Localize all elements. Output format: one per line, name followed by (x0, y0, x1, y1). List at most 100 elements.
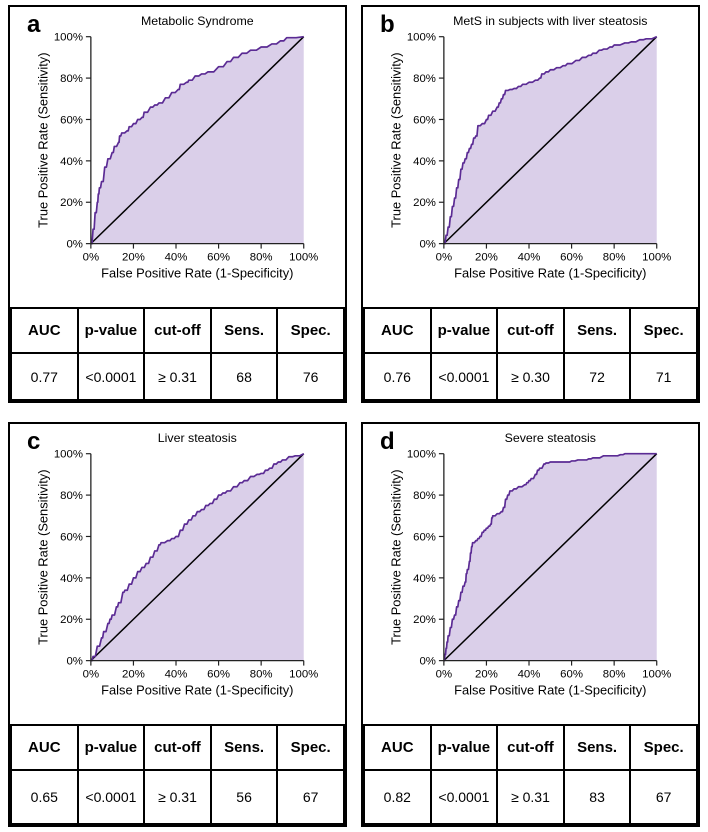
y-axis-label: True Positive Rate (Sensitivity) (35, 53, 50, 228)
x-tick-label: 40% (165, 668, 188, 680)
y-tick-label: 20% (413, 614, 436, 626)
stats-table-d: AUC p-value cut-off Sens. Spec. 0.82 <0.… (363, 724, 698, 825)
y-tick-label: 0% (419, 656, 435, 668)
panel-c: c 0% 0% 20% 20% 40% 40% 60% 60% 80% 80% 100% 100% Li… (8, 422, 347, 827)
col-header-sens: Sens. (562, 724, 632, 771)
y-tick-label: 20% (60, 197, 83, 209)
y-tick-label: 80% (60, 490, 83, 502)
spec-value: 76 (276, 352, 345, 401)
y-tick-label: 40% (413, 156, 436, 168)
chart-title: Liver steatosis (158, 431, 237, 445)
y-tick-label: 40% (413, 573, 436, 585)
reference-diagonal-line (90, 36, 305, 245)
sens-value: 83 (562, 769, 632, 825)
x-tick-label: 40% (518, 668, 541, 680)
col-header-auc: AUC (363, 724, 432, 771)
pvalue-value: <0.0001 (76, 352, 146, 401)
cutoff-value: ≥ 0.31 (496, 769, 565, 825)
roc-curve-line (443, 35, 658, 245)
y-tick-label: 20% (413, 197, 436, 209)
pvalue-value: <0.0001 (429, 352, 499, 401)
x-tick-label: 20% (475, 251, 498, 263)
col-header-spec: Spec. (276, 724, 345, 771)
spec-value: 71 (629, 352, 698, 401)
y-axis-label: True Positive Rate (Sensitivity) (388, 53, 403, 228)
spec-value: 67 (629, 769, 698, 825)
x-tick-label: 80% (250, 251, 273, 263)
x-tick-label: 80% (250, 668, 273, 680)
panel-letter-c: c (27, 428, 41, 455)
roc-chart-liver-steatosis: 0%0% 20% 20% 40% 40% 60% 60% 80% 80% 100% 100% Live… (35, 431, 318, 697)
y-tick-label: 100% (407, 449, 436, 461)
spec-value: 67 (276, 769, 345, 825)
roc-chart-severe-steatosis: 0%0% 20% 20% 40% 40% 60% 60% 80% 80% 100% 100% Seve… (388, 431, 671, 697)
stats-table-a: AUC p-value cut-off Sens. Spec. 0.77 <0.… (10, 307, 345, 401)
col-header-pvalue: p-value (76, 307, 146, 354)
auc-value: 0.82 (363, 769, 432, 825)
reference-diagonal-line (443, 36, 658, 245)
col-header-auc: AUC (363, 307, 432, 354)
panel-d: d 0% 0% 20% 20% 40% 40% 60% 60% 80% 80% 100% 100% Se… (361, 422, 700, 827)
y-tick-label: 0% (66, 656, 82, 668)
col-header-sens: Sens. (209, 307, 279, 354)
y-tick-label: 100% (407, 32, 436, 44)
cutoff-value: ≥ 0.31 (143, 352, 212, 401)
panel-letter-a: a (27, 11, 41, 38)
x-tick-label: 0% (436, 668, 452, 680)
y-axis-label: True Positive Rate (Sensitivity) (35, 470, 50, 645)
x-axis-label: False Positive Rate (1-Specificity) (454, 265, 646, 280)
auc-value: 0.65 (10, 769, 79, 825)
chart-title: Metabolic Syndrome (141, 14, 254, 28)
cutoff-value: ≥ 0.31 (143, 769, 212, 825)
col-header-cutoff: cut-off (496, 307, 565, 354)
col-header-pvalue: p-value (429, 307, 499, 354)
y-tick-label: 20% (60, 614, 83, 626)
col-header-pvalue: p-value (429, 724, 499, 771)
x-tick-label: 60% (207, 251, 230, 263)
y-tick-label: 0% (419, 239, 435, 251)
y-tick-label: 80% (60, 73, 83, 85)
auc-value: 0.77 (10, 352, 79, 401)
roc-curve-line (90, 452, 305, 662)
stats-value-row: 0.77 <0.0001 ≥ 0.31 68 76 (10, 352, 345, 401)
y-tick-label: 100% (54, 32, 83, 44)
x-tick-label: 60% (207, 668, 230, 680)
stats-table-c: AUC p-value cut-off Sens. Spec. 0.65 <0.… (10, 724, 345, 825)
x-tick-label: 40% (165, 251, 188, 263)
x-tick-label: 100% (642, 251, 671, 263)
col-header-spec: Spec. (629, 307, 698, 354)
x-tick-label: 60% (560, 668, 583, 680)
y-tick-label: 60% (413, 531, 436, 543)
x-tick-label: 20% (475, 668, 498, 680)
stats-value-row: 0.82 <0.0001 ≥ 0.31 83 67 (363, 769, 698, 825)
x-tick-label: 100% (642, 668, 671, 680)
x-tick-label: 100% (289, 668, 318, 680)
y-tick-label: 100% (54, 449, 83, 461)
x-axis-label: False Positive Rate (1-Specificity) (454, 682, 646, 697)
col-header-spec: Spec. (629, 724, 698, 771)
y-tick-label: 80% (413, 490, 436, 502)
x-tick-label: 0% (436, 251, 452, 263)
stats-table-b: AUC p-value cut-off Sens. Spec. 0.76 <0.… (363, 307, 698, 401)
x-tick-label: 60% (560, 251, 583, 263)
y-tick-label: 60% (60, 531, 83, 543)
col-header-cutoff: cut-off (143, 724, 212, 771)
auc-value: 0.76 (363, 352, 432, 401)
panel-a: a 0% 0% 20% 20% 40% 40% 60% 60% 80% 80% 100% 100% Me… (8, 5, 347, 403)
panel-letter-d: d (380, 428, 395, 455)
y-tick-label: 40% (60, 156, 83, 168)
sens-value: 68 (209, 352, 279, 401)
x-tick-label: 100% (289, 251, 318, 263)
col-header-cutoff: cut-off (496, 724, 565, 771)
reference-diagonal-line (90, 453, 305, 662)
col-header-spec: Spec. (276, 307, 345, 354)
col-header-auc: AUC (10, 724, 79, 771)
x-axis-label: False Positive Rate (1-Specificity) (101, 265, 293, 280)
col-header-auc: AUC (10, 307, 79, 354)
reference-diagonal-line (443, 453, 658, 662)
sens-value: 56 (209, 769, 279, 825)
panel-letter-b: b (380, 11, 395, 38)
pvalue-value: <0.0001 (76, 769, 146, 825)
stats-value-row: 0.76 <0.0001 ≥ 0.30 72 71 (363, 352, 698, 401)
chart-title: Severe steatosis (505, 431, 596, 445)
